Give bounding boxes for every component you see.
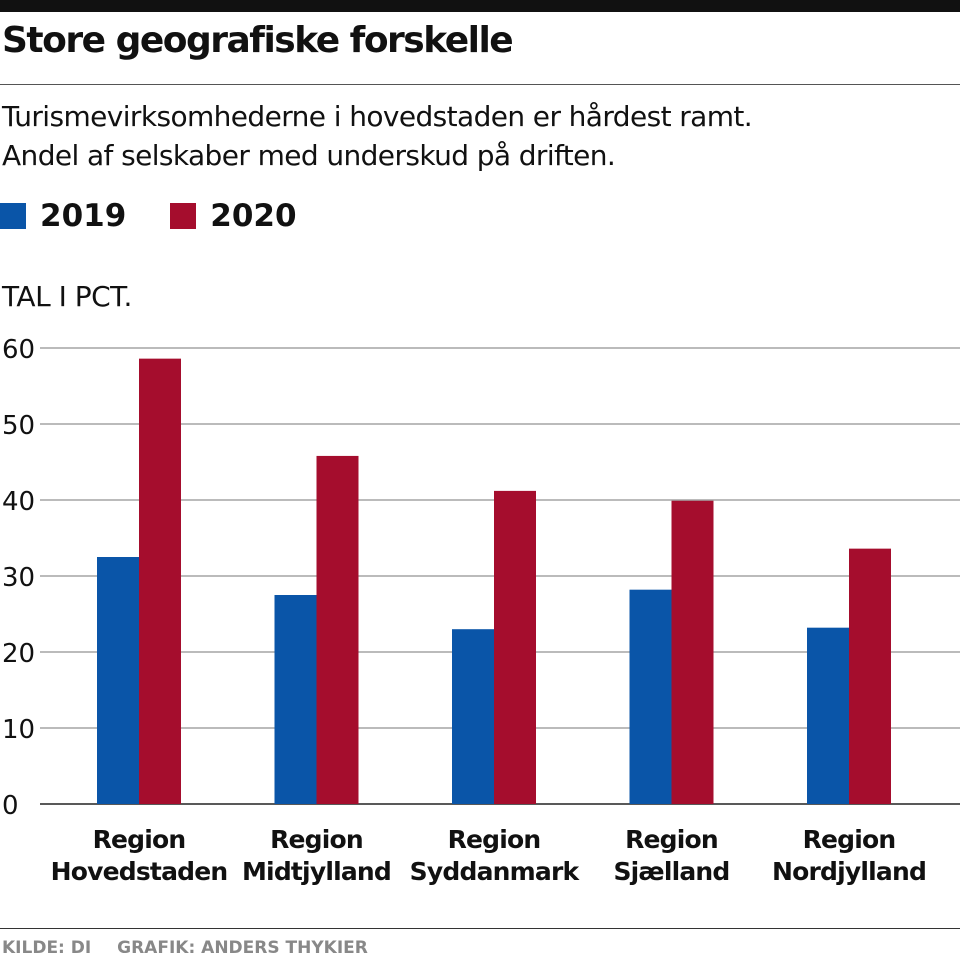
x-tick-label: Region	[448, 825, 541, 854]
x-tick-label: Midtjylland	[242, 857, 391, 886]
bar-2020	[494, 490, 536, 804]
top-bar	[0, 0, 960, 12]
bar-2019	[452, 629, 494, 804]
legend: 2019 2020	[0, 198, 297, 234]
x-tick-label: Hovedstaden	[51, 857, 228, 886]
y-tick-label: 60	[2, 335, 35, 365]
chart-title: Store geografiske forskelle	[2, 20, 514, 61]
legend-label-2019: 2019	[40, 198, 127, 234]
credit: GRAFIK: ANDERS THYKIER	[117, 938, 368, 958]
x-tick-label: Region	[93, 825, 186, 854]
footer: KILDE: DI GRAFIK: ANDERS THYKIER	[2, 938, 388, 958]
legend-label-2020: 2020	[210, 198, 297, 234]
subtitle-line-1: Turismevirksomhederne i hovedstaden er h…	[2, 100, 753, 133]
y-tick-label: 10	[2, 715, 35, 745]
legend-swatch-2019	[0, 203, 26, 229]
x-tick-label: Region	[803, 825, 896, 854]
bar-2019	[629, 589, 672, 804]
y-axis-unit: TAL I PCT.	[2, 280, 132, 313]
bar-2019	[97, 557, 139, 804]
subtitle-line-2: Andel af selskaber med underskud på drif…	[2, 139, 616, 172]
x-tick-label: Nordjylland	[772, 857, 926, 886]
y-tick-label: 50	[2, 411, 35, 441]
bar-2020	[671, 500, 714, 804]
bar-2020	[316, 455, 359, 804]
x-tick-label: Sjælland	[613, 857, 729, 886]
x-tick-label: Region	[270, 825, 363, 854]
bar-2019	[807, 627, 849, 804]
x-tick-label: Region	[625, 825, 718, 854]
bar-2019	[274, 595, 317, 804]
divider	[0, 84, 960, 85]
y-tick-label: 0	[2, 791, 19, 821]
bar-2020	[139, 358, 181, 804]
y-tick-label: 30	[2, 563, 35, 593]
legend-swatch-2020	[170, 203, 197, 229]
x-tick-label: Syddanmark	[410, 857, 581, 886]
source: KILDE: DI	[2, 938, 92, 958]
bar-2020	[849, 548, 891, 804]
y-tick-label: 40	[2, 487, 35, 517]
footer-divider	[0, 928, 960, 929]
y-tick-label: 20	[2, 639, 35, 669]
